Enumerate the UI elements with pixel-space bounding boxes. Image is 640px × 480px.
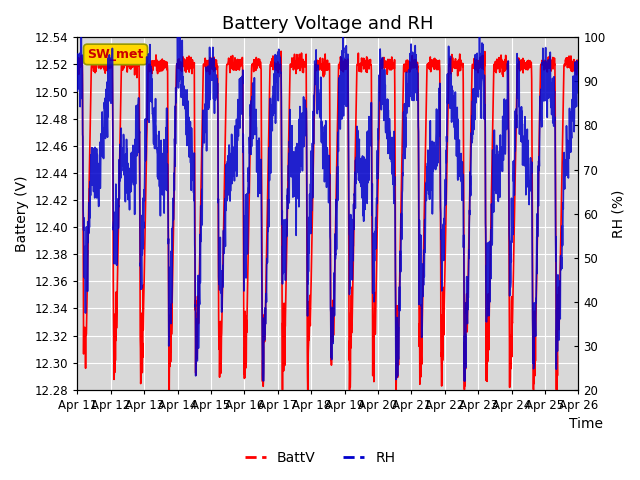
Title: Battery Voltage and RH: Battery Voltage and RH [222, 15, 433, 33]
Legend: BattV, RH: BattV, RH [239, 445, 401, 471]
Text: SW_met: SW_met [87, 48, 144, 61]
Y-axis label: Battery (V): Battery (V) [15, 175, 29, 252]
Y-axis label: RH (%): RH (%) [611, 190, 625, 238]
X-axis label: Time: Time [570, 418, 604, 432]
